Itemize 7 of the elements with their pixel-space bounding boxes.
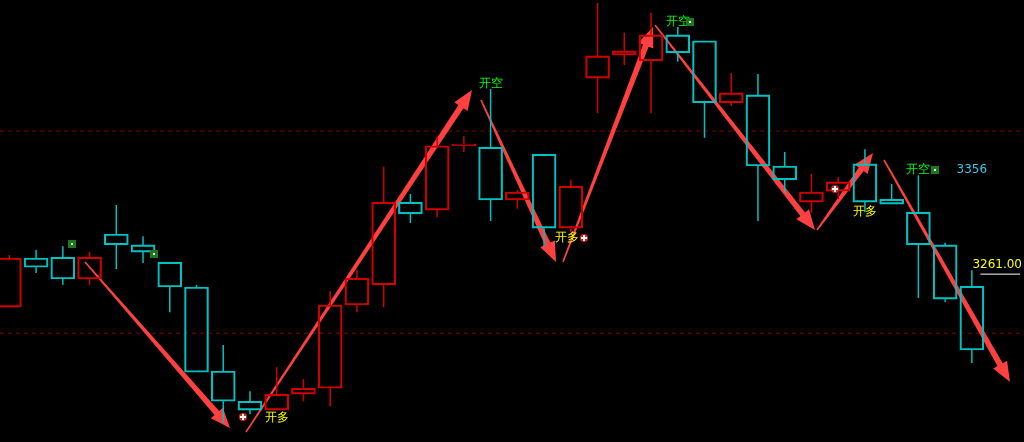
annotation: 开空 — [906, 162, 931, 177]
annotation: 3356 — [956, 162, 988, 177]
annotation: 开多 — [852, 204, 877, 219]
annotation: 3261.00 — [972, 257, 1022, 272]
annotation: 开多 — [264, 410, 289, 425]
annotation: 开空 — [478, 76, 503, 91]
candlestick — [451, 135, 477, 153]
